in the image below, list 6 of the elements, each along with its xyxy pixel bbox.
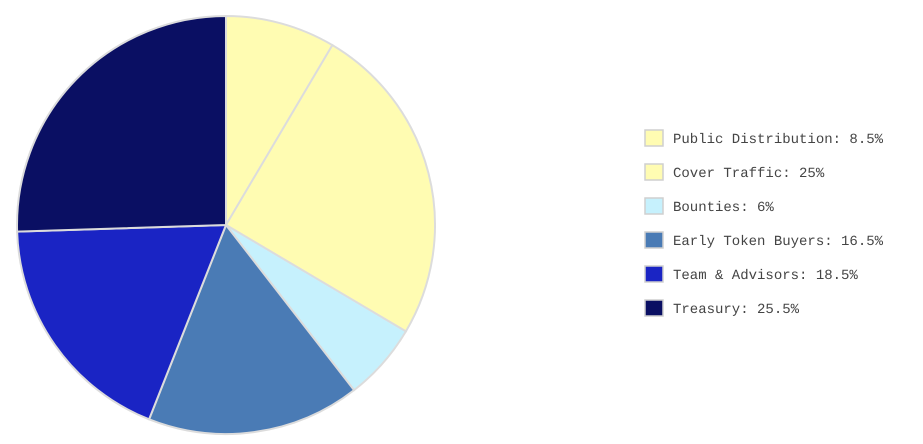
legend-label: Team & Advisors: 18.5%	[673, 268, 858, 284]
legend-label: Treasury: 25.5%	[673, 302, 800, 318]
legend-label: Bounties: 6%	[673, 200, 774, 216]
legend-label: Early Token Buyers: 16.5%	[673, 234, 884, 250]
legend-label: Cover Traffic: 25%	[673, 166, 825, 182]
legend-label: Public Distribution: 8.5%	[673, 132, 884, 148]
